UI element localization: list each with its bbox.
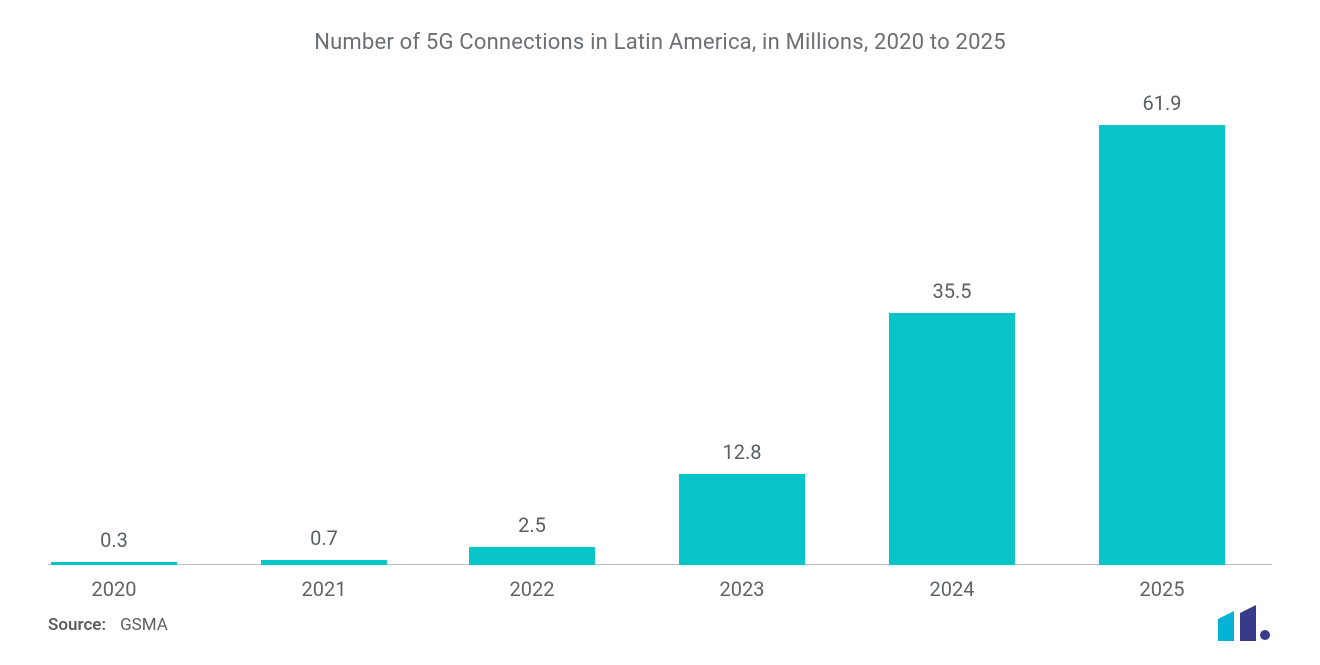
x-axis-label: 2023 bbox=[679, 577, 805, 601]
bar bbox=[1099, 125, 1225, 565]
x-axis-label: 2025 bbox=[1099, 577, 1225, 601]
bar-column: 0.3 bbox=[51, 528, 177, 565]
chart-container: Number of 5G Connections in Latin Americ… bbox=[0, 0, 1320, 665]
x-axis-label: 2024 bbox=[889, 577, 1015, 601]
bar-column: 61.9 bbox=[1099, 91, 1225, 565]
source-line: Source: GSMA bbox=[48, 615, 168, 635]
x-axis-label: 2020 bbox=[51, 577, 177, 601]
bar-column: 2.5 bbox=[469, 513, 595, 565]
bar-column: 12.8 bbox=[679, 440, 805, 565]
chart-title: Number of 5G Connections in Latin Americ… bbox=[48, 30, 1272, 55]
bar-column: 0.7 bbox=[261, 526, 387, 565]
bar-column: 35.5 bbox=[889, 279, 1015, 565]
bar bbox=[679, 474, 805, 565]
x-axis-label: 2021 bbox=[261, 577, 387, 601]
plot-area: 0.3 0.7 2.5 12.8 35.5 61.9 bbox=[48, 85, 1272, 565]
bar-value-label: 12.8 bbox=[723, 440, 762, 464]
brand-logo bbox=[1214, 605, 1272, 641]
x-axis-labels: 2020 2021 2022 2023 2024 2025 bbox=[48, 565, 1272, 605]
bar bbox=[889, 313, 1015, 565]
bar-value-label: 35.5 bbox=[933, 279, 972, 303]
bar-value-label: 61.9 bbox=[1143, 91, 1182, 115]
bar bbox=[469, 547, 595, 565]
source-value: GSMA bbox=[120, 615, 168, 635]
x-axis-label: 2022 bbox=[469, 577, 595, 601]
source-label: Source: bbox=[48, 615, 106, 635]
bar-value-label: 2.5 bbox=[518, 513, 546, 537]
bar-value-label: 0.3 bbox=[100, 528, 128, 552]
bar-value-label: 0.7 bbox=[310, 526, 338, 550]
